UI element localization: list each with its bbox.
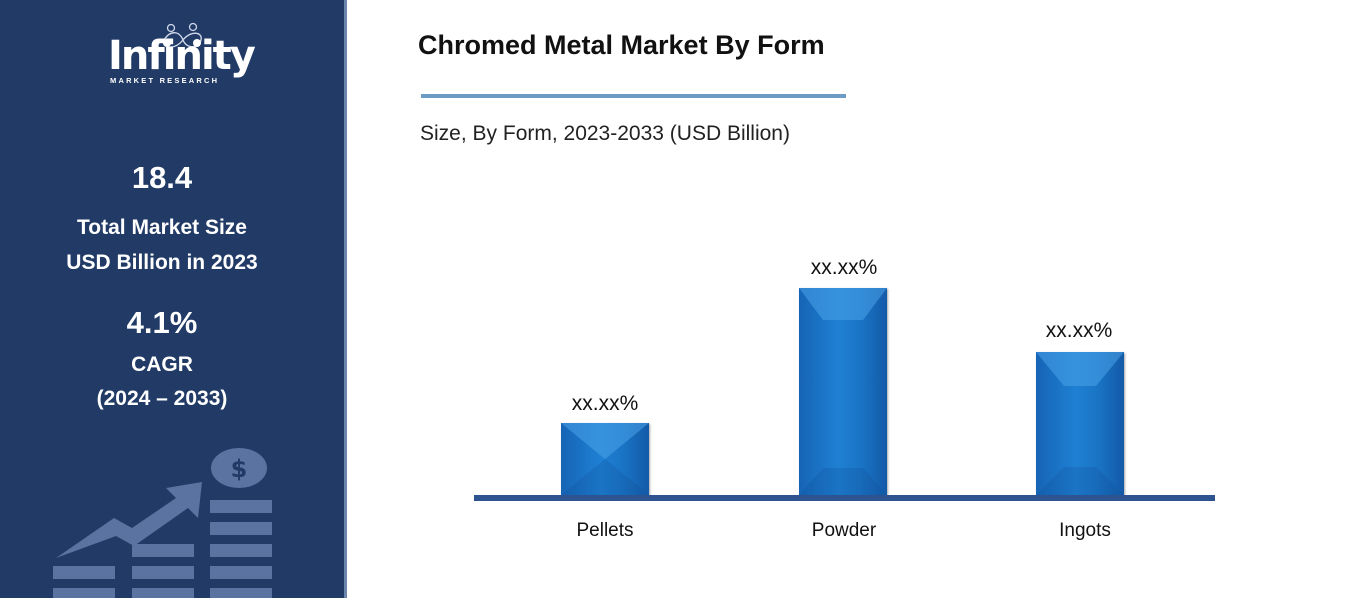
bar-bevel [1036,352,1124,495]
bar-pellets [561,423,649,495]
bar-value-label: xx.xx% [810,256,878,279]
bar-bevel [561,423,649,495]
cagr-period: (2024 – 2033) [96,387,228,410]
bar-chart: xx.xx% Pellets xx.xx% Powder xx.xx% Ingo… [474,180,1216,560]
bar-value-label: xx.xx% [571,392,639,415]
bar-bevel [799,288,887,495]
x-axis-line [474,495,1215,501]
market-size-label: Total Market Size [77,216,247,239]
bar-powder [799,288,887,495]
chart-title: Chromed Metal Market By Form [418,30,825,60]
chart-subtitle: Size, By Form, 2023-2033 (USD Billion) [420,122,790,145]
cagr-value: 4.1% [126,305,198,340]
title-divider [421,94,846,98]
bar-value-label: xx.xx% [1045,319,1113,342]
category-label-powder: Powder [811,520,877,541]
sidebar-panel: Infinity MARKET RESEARCH 18.4 Total Mark… [0,0,347,598]
category-label-ingots: Ingots [1059,520,1111,541]
bar-ingots [1036,352,1124,495]
market-size-value: 18.4 [131,160,193,195]
logo-tagline: MARKET RESEARCH [110,76,220,85]
cagr-label: CAGR [131,353,193,376]
svg-text:$: $ [231,455,248,483]
growth-chart-dollar-icon: $ [53,448,272,598]
infinity-people-icon [162,22,202,48]
market-size-unit: USD Billion in 2023 [66,251,258,274]
category-label-pellets: Pellets [576,520,634,541]
logo-wordmark: Infinity [108,33,256,79]
